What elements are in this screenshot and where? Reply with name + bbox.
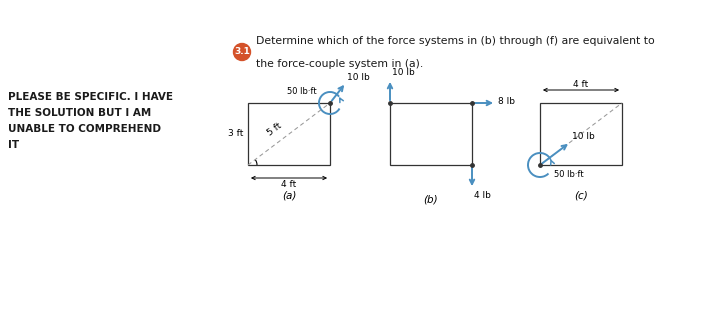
Text: 4 ft: 4 ft (281, 180, 297, 189)
Text: 5 ft: 5 ft (266, 121, 283, 137)
Bar (248, 103, 330, 165)
Text: 8 lb: 8 lb (498, 98, 515, 107)
Text: the force-couple system in (a).: the force-couple system in (a). (256, 59, 423, 69)
Text: (a): (a) (281, 191, 297, 201)
Text: 4 lb: 4 lb (474, 191, 491, 200)
Circle shape (233, 43, 251, 60)
Text: (b): (b) (424, 195, 438, 205)
Text: UNABLE TO COMPREHEND: UNABLE TO COMPREHEND (8, 124, 161, 134)
Text: 3.1: 3.1 (234, 47, 250, 56)
Text: 4 ft: 4 ft (574, 80, 589, 89)
Text: 50 lb·ft: 50 lb·ft (287, 87, 317, 96)
Text: (c): (c) (574, 191, 588, 201)
Text: IT: IT (8, 140, 19, 150)
Text: 3 ft: 3 ft (228, 130, 243, 139)
Text: Determine which of the force systems in (b) through (f) are equivalent to: Determine which of the force systems in … (256, 36, 655, 46)
Text: THE SOLUTION BUT I AM: THE SOLUTION BUT I AM (8, 108, 151, 118)
Text: 10 lb: 10 lb (572, 132, 595, 141)
Text: 10 lb: 10 lb (392, 68, 415, 77)
Text: PLEASE BE SPECIFIC. I HAVE: PLEASE BE SPECIFIC. I HAVE (8, 92, 173, 102)
Bar (390, 103, 472, 165)
Text: 50 lb·ft: 50 lb·ft (554, 170, 584, 179)
Text: 10 lb: 10 lb (347, 73, 370, 82)
Bar (540, 103, 622, 165)
